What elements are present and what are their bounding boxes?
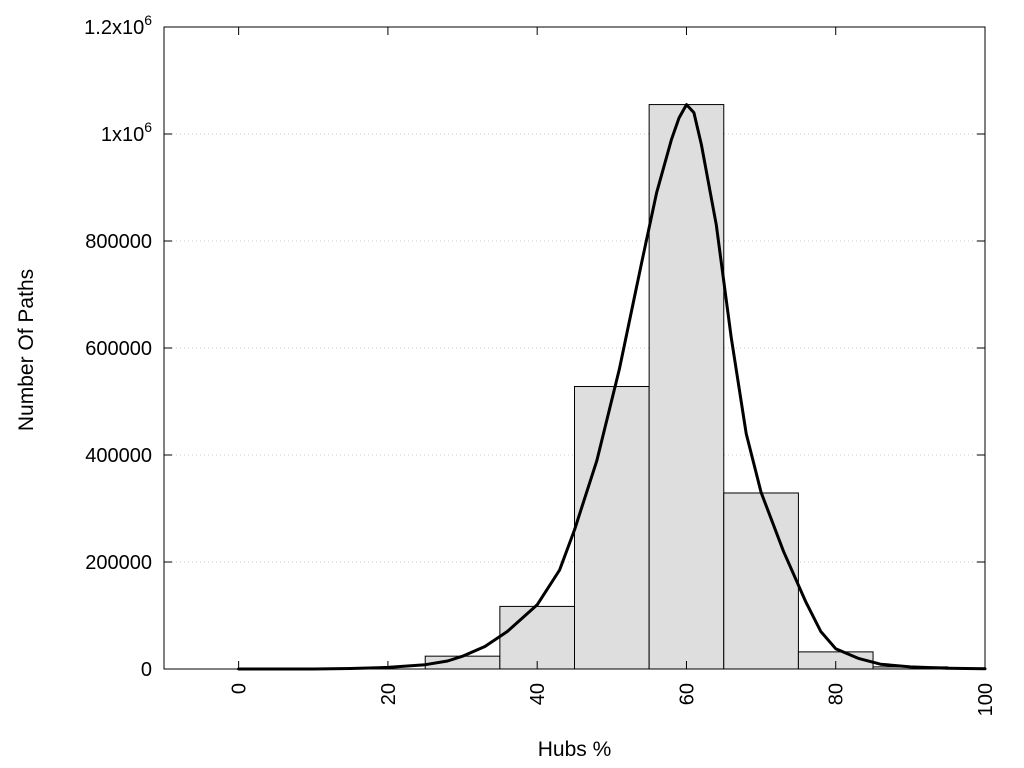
grid-lines — [164, 133, 985, 563]
x-tick-label: 20 — [378, 683, 400, 705]
x-tick-label: 40 — [527, 683, 549, 705]
x-tick-label: 0 — [229, 683, 251, 694]
histogram-bar — [574, 386, 650, 670]
y-tick-label: 800000 — [85, 231, 152, 253]
y-tick-label: 200000 — [85, 552, 152, 574]
y-axis: 0 200000 400000 600000 800000 1x106 1.2x106 — [84, 12, 985, 681]
y-tick-label: 600000 — [85, 338, 152, 360]
y-tick-label: 1x106 — [101, 119, 152, 146]
bars — [424, 104, 949, 670]
x-axis: 0 20 40 60 80 100 — [229, 27, 997, 716]
y-tick-label: 1.2x106 — [84, 12, 152, 39]
y-tick-label: 0 — [141, 659, 152, 681]
x-tick-label: 100 — [975, 683, 997, 716]
histogram-bar — [648, 104, 725, 670]
histogram-bar — [723, 492, 799, 670]
x-axis-label: Hubs % — [538, 738, 612, 761]
y-tick-label: 400000 — [85, 445, 152, 467]
x-tick-label: 80 — [826, 683, 848, 705]
x-tick-label: 60 — [676, 683, 698, 705]
density-curve — [237, 103, 987, 671]
histogram-bar — [499, 605, 576, 670]
y-axis-label: Number Of Paths — [15, 269, 38, 431]
